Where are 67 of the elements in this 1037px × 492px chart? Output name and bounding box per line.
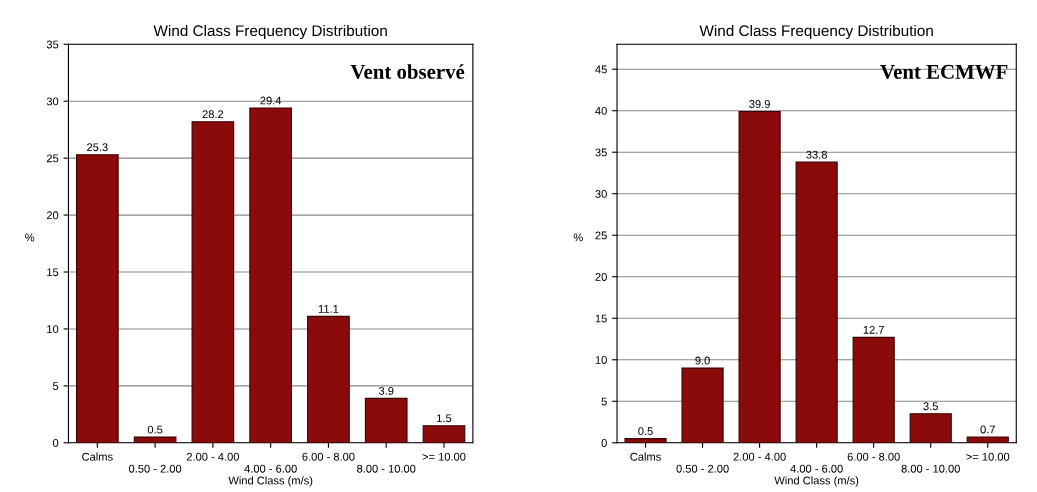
annotation: Vent observé bbox=[350, 64, 465, 79]
y-tick-label: 5 bbox=[601, 397, 607, 406]
bar bbox=[966, 436, 1009, 443]
data-label: 29.4 bbox=[260, 96, 282, 105]
x-tick-label: Calms bbox=[630, 452, 661, 461]
data-label: 33.8 bbox=[806, 150, 827, 159]
bar bbox=[364, 397, 408, 443]
x-axis-title: Wind Class (m/s) bbox=[774, 476, 859, 487]
bar bbox=[422, 425, 466, 443]
x-tick-label: 8.00 - 10.00 bbox=[901, 464, 960, 473]
x-tick-label: 8.00 - 10.00 bbox=[357, 464, 416, 473]
y-tick-label: 25 bbox=[46, 154, 59, 163]
data-label: 1.5 bbox=[437, 414, 452, 423]
x-tick-label: 2.00 - 4.00 bbox=[186, 452, 240, 461]
y-tick-label: 0 bbox=[601, 439, 607, 447]
x-tick-label: 4.00 - 6.00 bbox=[244, 464, 297, 473]
x-tick-label: >= 10.00 bbox=[422, 452, 466, 461]
data-label: 0.5 bbox=[638, 427, 653, 436]
bar bbox=[681, 367, 724, 443]
bar bbox=[307, 315, 350, 443]
data-label: 12.7 bbox=[863, 325, 884, 334]
y-tick-label: 5 bbox=[52, 382, 59, 390]
y-tick-label: 10 bbox=[47, 325, 59, 334]
y-tick-label: 10 bbox=[595, 356, 607, 364]
data-label: 39.9 bbox=[749, 100, 770, 108]
x-tick-label: 6.00 - 8.00 bbox=[302, 452, 355, 461]
x-tick-label: Calms bbox=[82, 452, 113, 461]
x-tick-label: 4.00 - 6.00 bbox=[790, 464, 843, 473]
y-tick-label: 40 bbox=[595, 106, 607, 115]
bar bbox=[249, 107, 293, 443]
data-label: 28.2 bbox=[202, 110, 224, 119]
y-tick-label: 30 bbox=[595, 189, 607, 198]
bar bbox=[191, 121, 235, 443]
data-label: 25.3 bbox=[87, 143, 108, 152]
y-tick-label: 35 bbox=[46, 40, 59, 49]
bar bbox=[852, 336, 895, 443]
x-tick-label: 2.00 - 4.00 bbox=[733, 452, 786, 461]
x-tick-label: 0.50 - 2.00 bbox=[676, 464, 729, 473]
y-axis-title: % bbox=[573, 233, 583, 242]
bar bbox=[909, 413, 952, 443]
data-label: 0.5 bbox=[147, 425, 163, 434]
x-tick-label: 0.50 - 2.00 bbox=[128, 464, 182, 473]
data-label: 3.9 bbox=[378, 386, 394, 395]
data-label: 0.7 bbox=[980, 425, 995, 434]
y-tick-label: 20 bbox=[595, 273, 607, 281]
y-tick-label: 35 bbox=[595, 148, 607, 157]
x-axis-title: Wind Class (m/s) bbox=[228, 476, 313, 487]
y-tick-label: 25 bbox=[595, 231, 607, 240]
chart-title: Wind Class Frequency Distribution bbox=[699, 24, 933, 40]
y-tick-label: 15 bbox=[595, 314, 607, 323]
bar bbox=[133, 436, 177, 443]
data-label: 11.1 bbox=[318, 305, 339, 313]
bar bbox=[738, 110, 781, 443]
data-label: 9.0 bbox=[695, 356, 710, 365]
bar bbox=[795, 161, 838, 443]
chart-title: Wind Class Frequency Distribution bbox=[153, 24, 387, 40]
y-tick-label: 20 bbox=[46, 211, 59, 220]
x-tick-label: >= 10.00 bbox=[966, 452, 1010, 461]
y-axis-title: % bbox=[25, 233, 35, 242]
y-tick-label: 45 bbox=[595, 65, 607, 74]
annotation: Vent ECMWF bbox=[880, 64, 1008, 79]
y-tick-label: 30 bbox=[46, 97, 59, 106]
x-tick-label: 6.00 - 8.00 bbox=[847, 452, 900, 461]
y-tick-label: 15 bbox=[47, 268, 59, 277]
data-label: 3.5 bbox=[923, 402, 938, 411]
y-tick-label: 0 bbox=[52, 439, 59, 447]
bar bbox=[75, 154, 119, 443]
